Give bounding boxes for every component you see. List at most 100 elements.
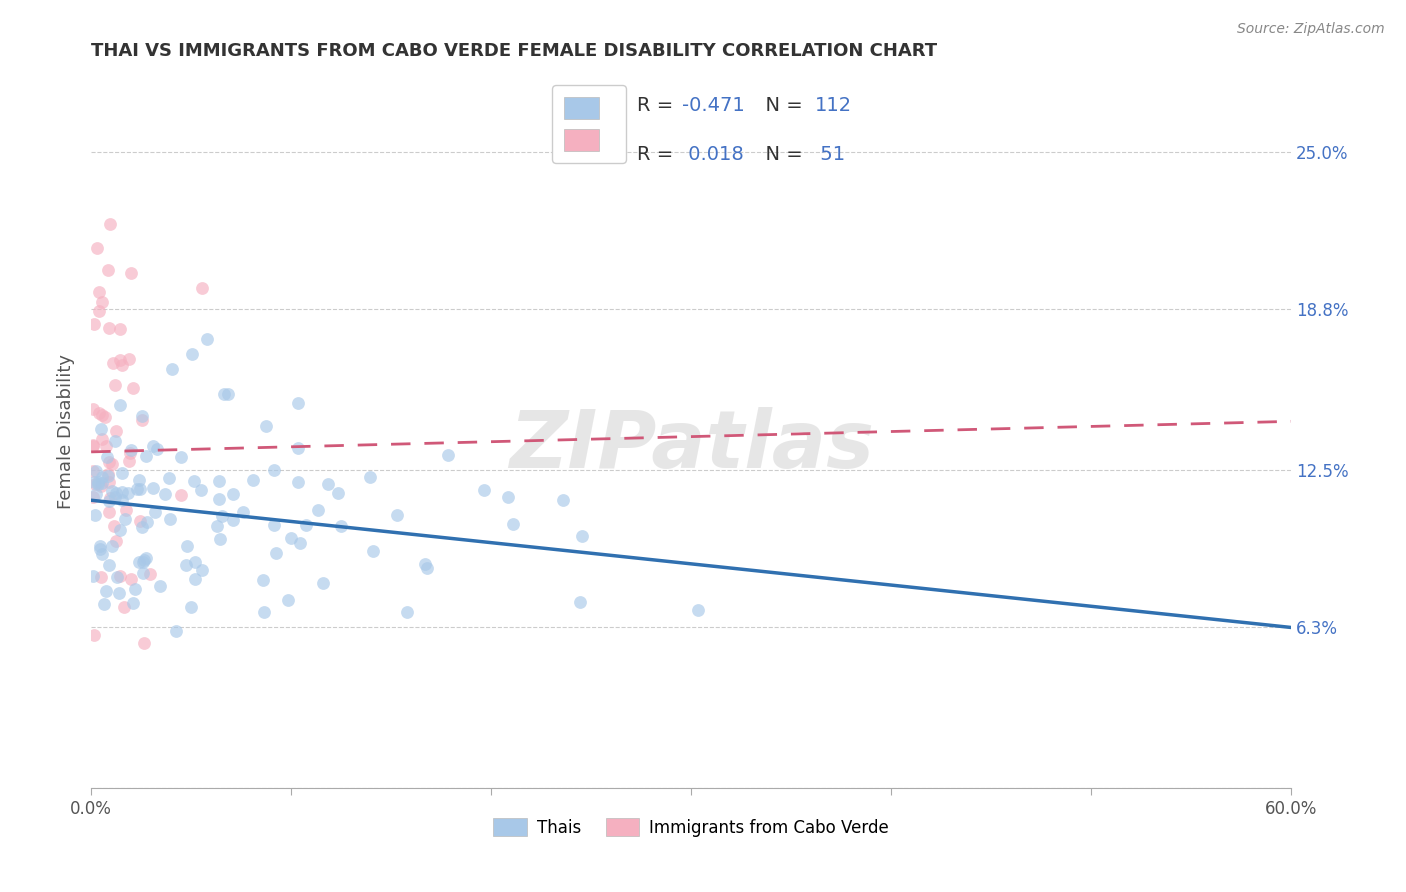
Point [104,486,127,500]
Point [103,377,125,392]
Point [94,409,117,424]
Point [132,566,155,581]
Point [117,486,139,500]
Point [91,470,114,484]
Point [104,434,127,449]
Point [97,263,120,277]
Point [288,536,311,550]
Point [205,518,228,533]
Point [120,266,142,280]
Point [128,555,150,569]
Y-axis label: Female Disability: Female Disability [58,354,75,509]
Point [146,442,169,456]
Point [86,241,108,255]
Point [232,505,254,519]
Point [104,424,127,438]
Point [98,494,121,508]
Point [105,534,128,549]
Point [181,347,204,361]
Text: ZIPatlas: ZIPatlas [509,407,873,484]
Point [122,596,145,610]
Point [110,321,132,335]
Point [101,539,124,553]
Point [280,531,302,545]
Point [96,450,118,464]
Point [190,483,212,497]
Point [263,517,285,532]
Point [96,439,118,453]
Point [128,473,150,487]
Point [176,540,198,554]
Point [115,503,138,517]
Point [83,475,105,489]
Point [90,408,112,422]
Point [82,402,104,417]
Text: N =: N = [754,145,810,163]
Point [90,547,112,561]
Point [395,605,418,619]
Point [82,439,104,453]
Point [208,474,231,488]
Point [118,446,141,460]
Point [132,555,155,569]
Point [89,405,111,419]
Point [108,586,131,600]
Point [686,603,709,617]
Point [82,490,104,504]
Point [105,570,128,584]
Point [87,475,110,489]
Point [118,454,141,468]
Point [93,597,115,611]
Point [328,486,350,500]
Point [97,467,120,482]
Point [472,483,495,497]
Point [311,575,333,590]
Point [183,573,205,587]
Point [212,387,235,401]
Point [134,636,156,650]
Point [127,482,149,496]
Point [191,281,214,295]
Point [277,593,299,607]
Text: THAI VS IMMIGRANTS FROM CABO VERDE FEMALE DISABILITY CORRELATION CHART: THAI VS IMMIGRANTS FROM CABO VERDE FEMAL… [91,42,938,60]
Point [295,517,318,532]
Point [359,470,381,484]
Point [101,457,124,471]
Point [287,475,309,490]
Point [217,387,239,401]
Point [183,474,205,488]
Point [124,582,146,596]
Point [97,505,120,519]
Point [82,438,104,452]
Text: 51: 51 [814,145,845,163]
Point [131,520,153,534]
Point [553,492,575,507]
Text: R =: R = [637,96,679,115]
Point [111,467,134,481]
Point [128,482,150,496]
Point [569,595,592,609]
Point [111,492,134,507]
Point [90,433,112,447]
Point [254,419,277,434]
Point [103,519,125,533]
Point [108,352,131,367]
Point [142,481,165,495]
Point [97,475,120,490]
Point [263,462,285,476]
Point [83,477,105,491]
Point [139,567,162,582]
Text: N =: N = [754,96,810,115]
Point [131,413,153,427]
Point [143,505,166,519]
Point [165,624,187,639]
Point [97,320,120,334]
Point [153,487,176,501]
Point [87,304,110,318]
Point [135,551,157,566]
Legend: Thais, Immigrants from Cabo Verde: Thais, Immigrants from Cabo Verde [486,812,896,844]
Point [128,514,150,528]
Point [502,516,524,531]
Point [149,579,172,593]
Point [162,362,184,376]
